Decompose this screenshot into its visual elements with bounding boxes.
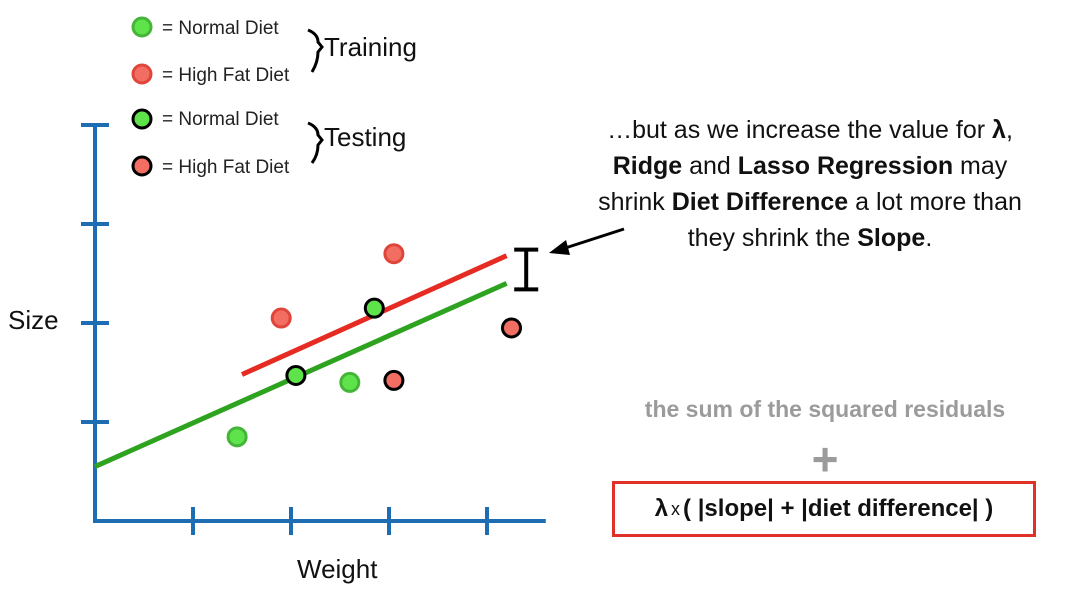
legend-brace-testing: [307, 121, 324, 164]
training-highfat-point: [383, 243, 405, 265]
annotation-line-3: shrink Diet Difference a lot more than: [555, 184, 1065, 220]
legend-group-testing: Testing: [324, 122, 406, 152]
annotation-line-4: they shrink the Slope.: [555, 220, 1065, 256]
formula-lambda: λ: [654, 495, 669, 522]
training-normal-point: [226, 426, 248, 448]
annotation-text-part: a lot more than: [848, 188, 1022, 216]
diet-difference-marker: [514, 247, 539, 292]
annotation-line-1: …but as we increase the value for λ,: [555, 112, 1065, 148]
annotation-text-part: ,: [1005, 116, 1013, 144]
legend-marker-testing-highfat: [131, 155, 153, 177]
annotation-text-part: may: [953, 152, 1008, 180]
annotation-text-part: and: [682, 152, 738, 180]
annotation-text: …but as we increase the value for λ, Rid…: [555, 112, 1065, 256]
legend-label-training-highfat: = High Fat Diet: [162, 65, 290, 86]
legend: = Normal Diet = High Fat Diet Training =…: [131, 16, 417, 178]
formula-times: x: [671, 498, 681, 519]
annotation-line-2: Ridge and Lasso Regression may: [555, 148, 1065, 184]
slope-term: Slope: [857, 224, 926, 252]
formula-expression: ( |slope| + |diet difference| ): [683, 495, 994, 522]
legend-marker-training-normal: [131, 16, 153, 38]
training-normal-point: [339, 371, 361, 393]
plus-sign: +: [811, 433, 839, 485]
legend-marker-training-highfat: [131, 63, 153, 85]
annotation-text-part: .: [925, 224, 933, 252]
x-axis-label: Weight: [297, 554, 378, 584]
diet-difference-term: Diet Difference: [671, 188, 849, 216]
training-highfat-point: [270, 307, 292, 329]
testing-highfat-point: [501, 317, 522, 339]
fit-lines: [93, 253, 508, 469]
sum-squared-residuals-text: the sum of the squared residuals: [644, 396, 1006, 422]
annotation-arrowhead: [549, 240, 570, 255]
ridge-term: Ridge: [612, 152, 683, 180]
testing-normal-point: [363, 297, 385, 319]
annotation-text-part: they shrink the: [687, 224, 858, 252]
lambda-symbol: λ: [992, 116, 1006, 144]
annotation-text-part: …but as we increase the value for: [607, 116, 993, 144]
legend-label-testing-normal: = Normal Diet: [162, 109, 279, 130]
lasso-term: Lasso Regression: [737, 152, 954, 180]
legend-group-training: Training: [324, 32, 417, 62]
penalty-formula-box: λ x ( |slope| + |diet difference| ): [612, 481, 1036, 537]
data-points: [226, 243, 522, 448]
y-axis-label: Size: [8, 305, 59, 335]
testing-highfat-point: [383, 369, 405, 391]
legend-label-testing-highfat: = High Fat Diet: [162, 157, 290, 178]
testing-normal-point: [285, 364, 307, 386]
legend-label-training-normal: = Normal Diet: [162, 18, 279, 39]
legend-brace-training: [307, 28, 324, 73]
axes: [81, 123, 546, 535]
legend-marker-testing-normal: [131, 108, 153, 130]
annotation-text-part: shrink: [598, 188, 672, 216]
